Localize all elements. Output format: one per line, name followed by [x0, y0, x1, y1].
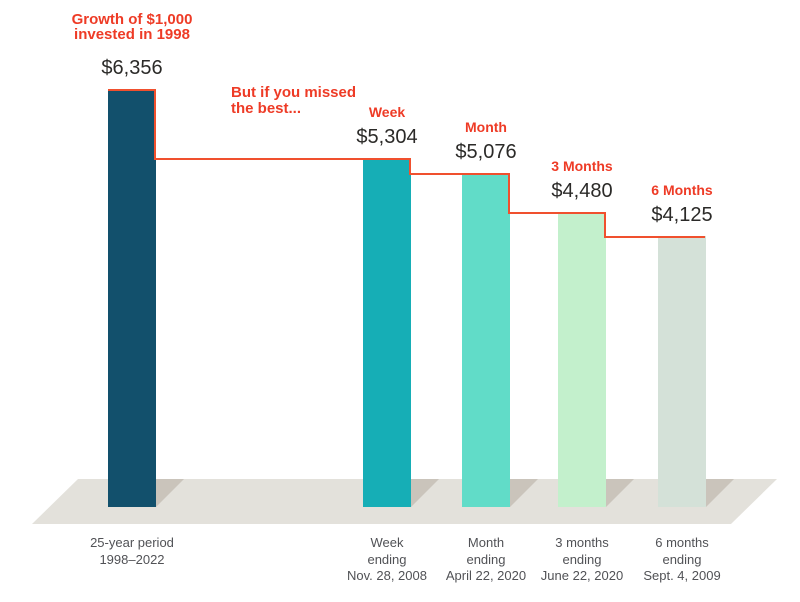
bar-missed-best-3-months — [558, 212, 606, 507]
bar-shadow — [411, 479, 439, 507]
axis-label-line: 6 months — [655, 535, 709, 550]
axis-label-line: 25-year period — [90, 535, 174, 550]
period-label-3-months: 3 Months — [551, 158, 613, 174]
axis-label-line: ending — [662, 551, 702, 567]
axis-label-25-year: 25-year period 1998–2022 — [62, 535, 202, 568]
period-label-week: Week — [368, 104, 406, 120]
bar-missed-best-month — [462, 173, 510, 507]
chart-title-line2: invested in 1998 — [74, 26, 190, 43]
axis-label-line: Sept. 4, 2009 — [643, 568, 721, 583]
axis-label-line: ending — [562, 551, 602, 567]
chart-title-line1: Growth of $1,000 — [71, 11, 193, 28]
missed-note-line1: But if you missed — [231, 84, 357, 101]
value-label-3-months: $4,480 — [551, 180, 613, 202]
bar-missed-best-6-months — [658, 236, 706, 507]
axis-label-line: 3 months — [555, 535, 609, 550]
axis-label-line: Nov. 28, 2008 — [347, 568, 427, 583]
period-label-month: Month — [465, 119, 507, 135]
chart-title: Growth of $1,000 invested in 1998 — [22, 12, 242, 42]
axis-label-line: April 22, 2020 — [445, 568, 527, 583]
bar-shadow — [510, 479, 538, 507]
value-label-month: $5,076 — [455, 141, 517, 163]
axis-label-line: June 22, 2020 — [540, 568, 624, 583]
axis-label-week: Week ending Nov. 28, 2008 — [317, 535, 457, 585]
axis-label-line: 1998–2022 — [99, 551, 165, 567]
bar-25-year-period — [108, 89, 156, 507]
bar-shadow — [606, 479, 634, 507]
missed-note: But if you missed the best... — [231, 85, 356, 117]
bar-shadow — [156, 479, 184, 507]
value-label-6-months: $4,125 — [651, 204, 713, 226]
axis-label-3-months: 3 months ending June 22, 2020 — [512, 535, 652, 585]
missed-note-line2: the best... — [231, 100, 302, 117]
axis-label-month: Month ending April 22, 2020 — [416, 535, 556, 585]
axis-label-line: ending — [466, 551, 506, 567]
value-label-week: $5,304 — [356, 126, 418, 148]
bar-missed-best-week — [363, 158, 411, 507]
axis-label-6-months: 6 months ending Sept. 4, 2009 — [612, 535, 752, 585]
bar-shadow — [706, 479, 734, 507]
axis-label-line: ending — [367, 551, 407, 567]
period-label-6-months: 6 Months — [651, 182, 713, 198]
axis-label-line: Month — [467, 535, 505, 550]
axis-label-line: Week — [370, 535, 404, 550]
value-label-25-year: $6,356 — [101, 57, 163, 79]
